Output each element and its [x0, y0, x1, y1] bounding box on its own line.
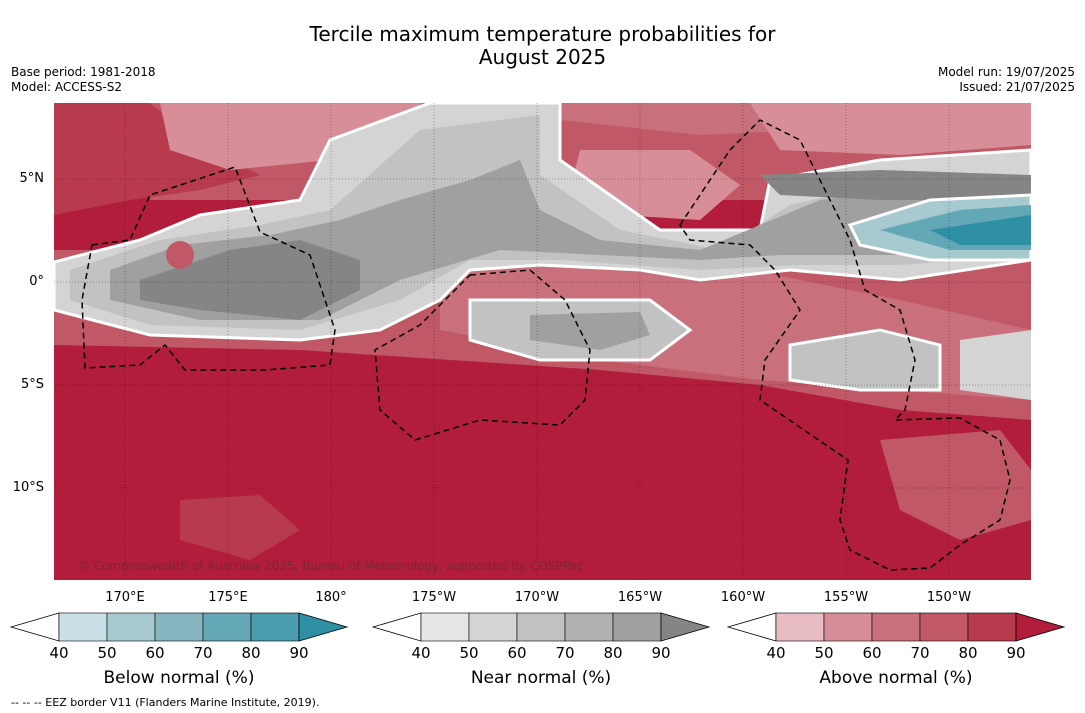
cbar-segment — [612, 612, 662, 642]
cbar-extend-low — [372, 612, 422, 642]
cbar-extend-low — [10, 612, 60, 642]
near-normal-region — [54, 103, 1031, 400]
meta-right: Model run: 19/07/2025 Issued: 21/07/2025 — [938, 65, 1075, 95]
cbar-tick: 50 — [814, 644, 834, 662]
cbar-segment — [516, 612, 566, 642]
cbar-tick: 80 — [603, 644, 623, 662]
cbar-segment — [871, 612, 921, 642]
cbar-segment — [202, 612, 252, 642]
copyright-text: © Commonwealth of Australia 2025, Bureau… — [78, 559, 584, 573]
cbar-segment — [468, 612, 518, 642]
model-run: Model run: 19/07/2025 — [937, 65, 1075, 79]
lat-label: 10°S — [12, 480, 44, 495]
colorbar-near-normal — [372, 612, 711, 642]
cbar-tick: 50 — [459, 644, 479, 662]
meta-left: Base period: 1981-2018 Model: ACCESS-S2 — [11, 65, 156, 95]
lon-label: 165°W — [617, 590, 663, 605]
cbar-tick: 40 — [766, 644, 786, 662]
cbar-segment — [967, 612, 1017, 642]
cbar-tick: 60 — [507, 644, 527, 662]
cbar-tick: 70 — [910, 644, 930, 662]
below-normal-region — [847, 193, 1031, 262]
cbar-tick: 70 — [193, 644, 213, 662]
above-normal-region — [880, 430, 1031, 540]
lon-label: 155°W — [823, 590, 869, 605]
cbar-segment — [919, 612, 969, 642]
lat-label: 5°N — [19, 171, 45, 186]
cbar-extend-low — [727, 612, 777, 642]
cbar-segment — [154, 612, 204, 642]
lon-label: 170°E — [105, 590, 145, 605]
map-plot-area — [54, 103, 1031, 580]
lon-label: 180° — [315, 590, 347, 605]
cbar-extend-high — [298, 612, 349, 642]
lon-label: 175°W — [411, 590, 457, 605]
colorbar-above-normal — [727, 612, 1066, 642]
cbar-title-near: Near normal (%) — [470, 668, 612, 688]
cbar-extend-high — [1015, 612, 1066, 642]
cbar-tick: 80 — [958, 644, 978, 662]
lon-label: 175°E — [208, 590, 248, 605]
cbar-tick: 80 — [241, 644, 261, 662]
above-normal-region — [166, 241, 194, 269]
cbar-extend-high — [660, 612, 711, 642]
above-normal-region — [750, 103, 1031, 155]
cbar-tick: 50 — [97, 644, 117, 662]
above-normal-region — [54, 103, 260, 215]
colorbar-below-normal — [10, 612, 349, 642]
cbar-tick: 40 — [411, 644, 431, 662]
above-normal-region — [180, 495, 300, 560]
lat-label: 0° — [29, 274, 44, 289]
issued-date: Issued: 21/07/2025 — [959, 80, 1075, 94]
model-name: Model: ACCESS-S2 — [11, 80, 123, 94]
cbar-segment — [106, 612, 156, 642]
gridlines — [54, 103, 1031, 580]
lat-label: 5°S — [20, 377, 44, 392]
map-title-line2: August 2025 — [478, 45, 607, 69]
cbar-segment — [420, 612, 470, 642]
eez-border — [81, 119, 1011, 571]
lon-label: 150°W — [926, 590, 972, 605]
cbar-segment — [58, 612, 108, 642]
base-period: Base period: 1981-2018 — [11, 65, 156, 79]
lon-label: 160°W — [720, 590, 766, 605]
cbar-tick: 40 — [49, 644, 69, 662]
cbar-title-below: Below normal (%) — [103, 668, 255, 688]
map-title-line1: Tercile maximum temperature probabilitie… — [309, 22, 776, 46]
cbar-segment — [823, 612, 873, 642]
cbar-segment — [775, 612, 825, 642]
above-normal-region — [160, 103, 420, 170]
cbar-tick: 70 — [555, 644, 575, 662]
cbar-title-above: Above normal (%) — [819, 668, 973, 688]
above-normal-region — [54, 345, 1031, 580]
cbar-segment — [564, 612, 614, 642]
cbar-tick: 60 — [862, 644, 882, 662]
cbar-tick: 90 — [1006, 644, 1026, 662]
cbar-tick: 60 — [145, 644, 165, 662]
lon-label: 170°W — [514, 590, 560, 605]
cbar-tick: 90 — [289, 644, 309, 662]
eez-note: -- -- -- EEZ border V11 (Flanders Marine… — [11, 696, 320, 709]
cbar-segment — [250, 612, 300, 642]
cbar-tick: 90 — [651, 644, 671, 662]
